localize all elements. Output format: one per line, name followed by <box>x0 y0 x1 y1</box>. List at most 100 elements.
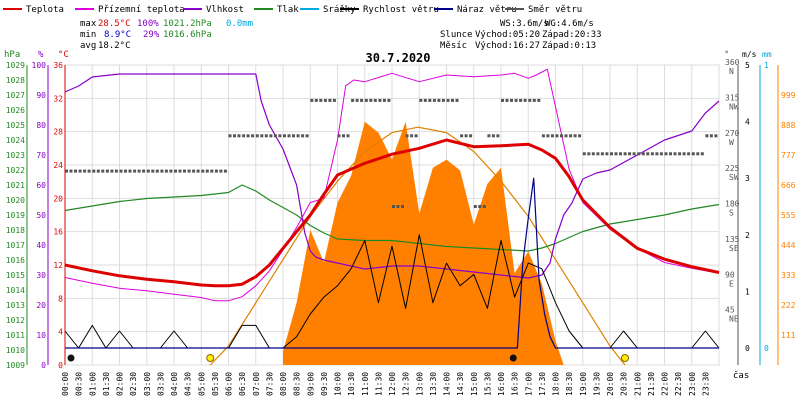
x-tick-label: 20:30 <box>620 372 629 396</box>
x-tick-label: 17:30 <box>538 372 547 396</box>
x-tick-label: 22:00 <box>661 372 670 396</box>
wind-tick-label: 2 <box>745 231 750 240</box>
wind-direction-dot <box>119 169 123 173</box>
stat-max-rain: 0.0mm <box>226 19 253 29</box>
pressure-tick-label: 1028 <box>6 76 25 85</box>
wind-direction-dot <box>242 134 246 138</box>
svg-text:Náraz větru: Náraz větru <box>457 5 517 15</box>
svg-text:Srážky: Srážky <box>323 5 356 15</box>
wind-direction-dot <box>664 152 668 156</box>
wind-direction-dot <box>255 134 259 138</box>
unit-ms: m/s <box>742 50 757 59</box>
direction-tick-label: SW <box>729 173 739 182</box>
wind-direction-dot <box>278 134 282 138</box>
x-tick-label: 16:00 <box>497 372 506 396</box>
wind-direction-dot <box>555 134 559 138</box>
unit-temp: °C <box>58 50 69 60</box>
humidity-tick-label: 0 <box>41 361 46 370</box>
svg-text:Směr větru: Směr větru <box>528 5 582 15</box>
wind-direction-dot <box>160 169 164 173</box>
stat-avg-temp: 18.2°C <box>98 41 131 51</box>
wind-direction-dot <box>283 134 286 138</box>
direction-tick-label: W <box>729 138 734 147</box>
x-tick-label: 00:30 <box>75 372 84 396</box>
humidity-tick-label: 60 <box>36 181 46 190</box>
moonrise-marker <box>509 354 517 362</box>
wind-direction-dot <box>650 152 654 156</box>
wind-direction-dot <box>482 205 486 208</box>
wind-direction-dot <box>205 169 209 173</box>
wind-direction-dot <box>392 205 395 208</box>
temperature-tick-label: 24 <box>53 161 63 170</box>
wind-direction-dots <box>65 98 718 208</box>
x-tick-label: 11:00 <box>361 372 370 396</box>
wind-direction-dot <box>496 134 500 138</box>
wind-direction-dot <box>591 152 595 156</box>
direction-tick-label: NE <box>729 315 739 324</box>
wind-direction-dot <box>87 169 91 173</box>
wind-direction-dot <box>246 134 250 138</box>
wind-direction-dot <box>460 134 464 138</box>
wind-direction-dot <box>228 134 232 138</box>
moonset-marker <box>67 354 75 362</box>
stat-avg-label: avg <box>80 41 96 51</box>
wind-direction-dot <box>523 98 527 102</box>
x-tick-label: 23:00 <box>688 372 697 396</box>
unit-time: čas <box>733 370 749 381</box>
solar-tick-label: 777 <box>781 151 796 160</box>
wind-direction-dot <box>410 134 414 138</box>
pressure-tick-label: 1029 <box>6 61 25 70</box>
wind-direction-dot <box>691 152 695 156</box>
legend-item-prizemni-teplota: Přízemní teplota <box>75 5 185 15</box>
wind-direction-dot <box>451 98 454 102</box>
x-tick-label: 13:30 <box>429 372 438 396</box>
pressure-tick-label: 1018 <box>6 226 25 235</box>
wind-direction-dot <box>174 169 177 173</box>
wind-direction-dot <box>301 134 305 138</box>
direction-tick-label: E <box>729 279 734 288</box>
wind-direction-dot <box>678 152 682 156</box>
wind-tick-label: 0 <box>745 344 750 353</box>
temperature-tick-label: 28 <box>53 128 63 137</box>
wind-gust-line <box>65 177 719 349</box>
svg-text:Vlhkost: Vlhkost <box>206 5 244 15</box>
moon-label: Měsíc <box>440 41 467 51</box>
x-tick-label: 02:00 <box>116 372 125 396</box>
direction-tick-label: S <box>729 209 734 218</box>
x-tick-label: 08:30 <box>293 372 302 396</box>
wind-direction-dot <box>101 169 105 173</box>
wind-direction-dot <box>346 134 350 138</box>
wind-direction-dot <box>251 134 255 138</box>
legend-item-srazky: Srážky <box>300 5 356 15</box>
legend-item-teplota: Teplota <box>3 5 64 15</box>
humidity-tick-label: 40 <box>36 241 46 250</box>
solar-tick-label: 999 <box>781 91 796 100</box>
x-tick-label: 01:30 <box>102 372 111 396</box>
wind-direction-dot <box>541 134 545 138</box>
wind-direction-dot <box>641 152 645 156</box>
x-tick-label: 04:00 <box>170 372 179 396</box>
direction-tick-value: 225 <box>725 164 740 173</box>
sun-elevation-curve <box>209 126 626 366</box>
wind-direction-dot <box>114 169 118 173</box>
wind-direction-dot <box>192 169 196 173</box>
x-tick-label: 05:30 <box>211 372 220 396</box>
x-tick-label: 17:00 <box>524 372 533 396</box>
wind-direction-dot <box>519 98 523 102</box>
wind-direction-dot <box>92 169 96 173</box>
rain-tick-label: 0 <box>764 344 769 353</box>
wind-direction-dot <box>196 169 200 173</box>
pressure-tick-label: 1020 <box>6 196 25 205</box>
pressure-tick-label: 1021 <box>6 181 25 190</box>
pressure-tick-label: 1010 <box>6 346 25 355</box>
direction-tick-label: SE <box>729 244 739 253</box>
x-tick-label: 14:30 <box>456 372 465 396</box>
temperature-tick-label: 4 <box>58 328 63 337</box>
wind-direction-dot <box>423 98 427 102</box>
wind-direction-dot <box>532 98 536 102</box>
wind-direction-dot <box>178 169 182 173</box>
pressure-tick-label: 1024 <box>6 136 25 145</box>
sun-rise: Východ:05:20 <box>475 30 540 40</box>
humidity-tick-label: 90 <box>36 91 46 100</box>
